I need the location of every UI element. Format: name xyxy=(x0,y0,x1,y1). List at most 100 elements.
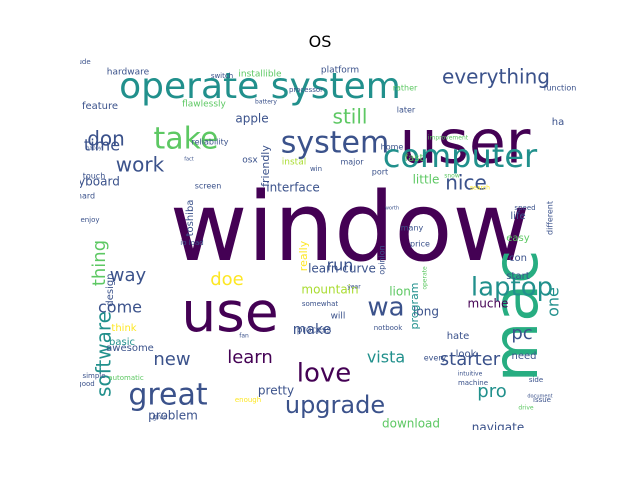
word-life: life xyxy=(510,211,525,222)
word-fast: fast xyxy=(405,153,424,164)
word-port: port xyxy=(372,168,388,177)
word-hate: hate xyxy=(447,331,470,342)
word-cloud: window user mac use operate system computer ta… xyxy=(80,58,576,430)
word-different: different xyxy=(546,201,555,235)
word-mountain: mountain xyxy=(301,283,358,297)
word-automatic: automatic xyxy=(108,374,144,382)
word-give: give xyxy=(153,413,168,421)
word-many: many xyxy=(401,224,424,233)
word-everything: everything xyxy=(442,65,550,89)
word-thing: thing xyxy=(89,240,110,286)
word-still: still xyxy=(333,105,368,129)
word-will: will xyxy=(331,312,346,322)
word-machine: machine xyxy=(458,379,488,387)
word-wa: wa xyxy=(367,293,404,323)
word-operate-system: operate system xyxy=(119,66,401,107)
word-make: make xyxy=(293,322,331,338)
word-price: price xyxy=(410,240,430,249)
word-start: start xyxy=(506,271,529,282)
word-battery: battery xyxy=(255,99,277,106)
word-intuitive: intuitive xyxy=(458,371,483,378)
word-need: need xyxy=(512,351,537,362)
word-opinion: opinion xyxy=(378,245,387,274)
word-fan: fan xyxy=(239,333,249,340)
word-laptop: laptop xyxy=(471,273,553,303)
word-year: year xyxy=(347,284,361,291)
word-long: long xyxy=(413,305,439,319)
word-hardware: hardware xyxy=(107,68,150,78)
word-window: window xyxy=(170,173,530,283)
word-win: win xyxy=(310,165,322,173)
word-document: document xyxy=(527,394,552,400)
word-toshiba: toshiba xyxy=(185,200,196,237)
word-design: design xyxy=(105,273,116,306)
word-apple: apple xyxy=(235,112,268,126)
word-simple: simple xyxy=(82,372,105,380)
word-pretty: pretty xyxy=(258,384,294,398)
word-lion: lion xyxy=(389,285,411,299)
word-system: system xyxy=(281,126,389,161)
word-instal: instal xyxy=(282,158,306,168)
word-include: include xyxy=(80,58,91,66)
word-upgrade: upgrade xyxy=(285,391,385,419)
word-run: run xyxy=(327,256,354,275)
word-user: user xyxy=(400,108,531,178)
word-little: little xyxy=(413,173,440,187)
word-flawlessly: flawlessly xyxy=(182,100,226,110)
word-nice: nice xyxy=(445,171,487,195)
word-happy: happy xyxy=(86,146,102,152)
word-take: take xyxy=(154,122,219,157)
word-work: work xyxy=(116,153,165,177)
word-friendly: friendly xyxy=(259,145,272,187)
word-pro: pro xyxy=(477,381,506,402)
word-switch: switch xyxy=(211,72,233,80)
word-starter: starter xyxy=(440,349,501,370)
chart-title: OS xyxy=(308,32,332,51)
word-speed: speed xyxy=(514,204,535,212)
word-program: program xyxy=(408,283,421,330)
word-major: major xyxy=(340,158,364,167)
word-snow: snow xyxy=(444,173,460,180)
word-computer: computer xyxy=(383,137,538,175)
word-somewhat: somewhat xyxy=(302,300,339,308)
word-screen: screen xyxy=(195,182,222,191)
word-software: software xyxy=(92,311,116,397)
word-great: great xyxy=(128,378,208,413)
word-basic: basic xyxy=(109,337,135,348)
word-download: download xyxy=(382,417,440,431)
word-ha: ha xyxy=(552,117,564,128)
word-navigate: navigate xyxy=(472,421,524,431)
word-fact: fact xyxy=(184,157,194,163)
word-osx: osx xyxy=(242,156,258,166)
word-mac: mac xyxy=(479,250,552,382)
word-doe: doe xyxy=(210,269,244,290)
word-think: think xyxy=(111,323,136,334)
word-notbook: notbook xyxy=(374,324,403,332)
word-really: really xyxy=(297,240,310,271)
word-keyboard: keyboard xyxy=(80,175,120,189)
word-reliability: reliability xyxy=(192,138,229,147)
word-way: way xyxy=(110,265,147,286)
word-use: use xyxy=(181,280,278,344)
word-hard: hard xyxy=(80,192,95,201)
word-operate: operate xyxy=(422,266,429,290)
word-awesome: awesome xyxy=(106,343,154,354)
word-touch: touch xyxy=(83,172,106,181)
word-don: don xyxy=(87,127,125,151)
word-come: come xyxy=(98,298,142,317)
word-improvement: improvement xyxy=(428,135,469,142)
word-easy: easy xyxy=(506,233,529,244)
word-side: side xyxy=(529,376,543,384)
word-feature: feature xyxy=(82,101,118,112)
word-learn-curve: learn curve xyxy=(308,262,376,276)
word-drive: drive xyxy=(518,405,533,412)
word-issue: issue xyxy=(533,396,551,404)
word-muche: muche xyxy=(468,297,509,311)
word-time: time xyxy=(84,136,120,155)
word-process: process xyxy=(297,326,332,336)
word-good: good xyxy=(80,380,95,388)
word-every: every xyxy=(424,354,447,363)
word-rather: rather xyxy=(393,84,418,93)
word-search: search xyxy=(470,185,490,192)
